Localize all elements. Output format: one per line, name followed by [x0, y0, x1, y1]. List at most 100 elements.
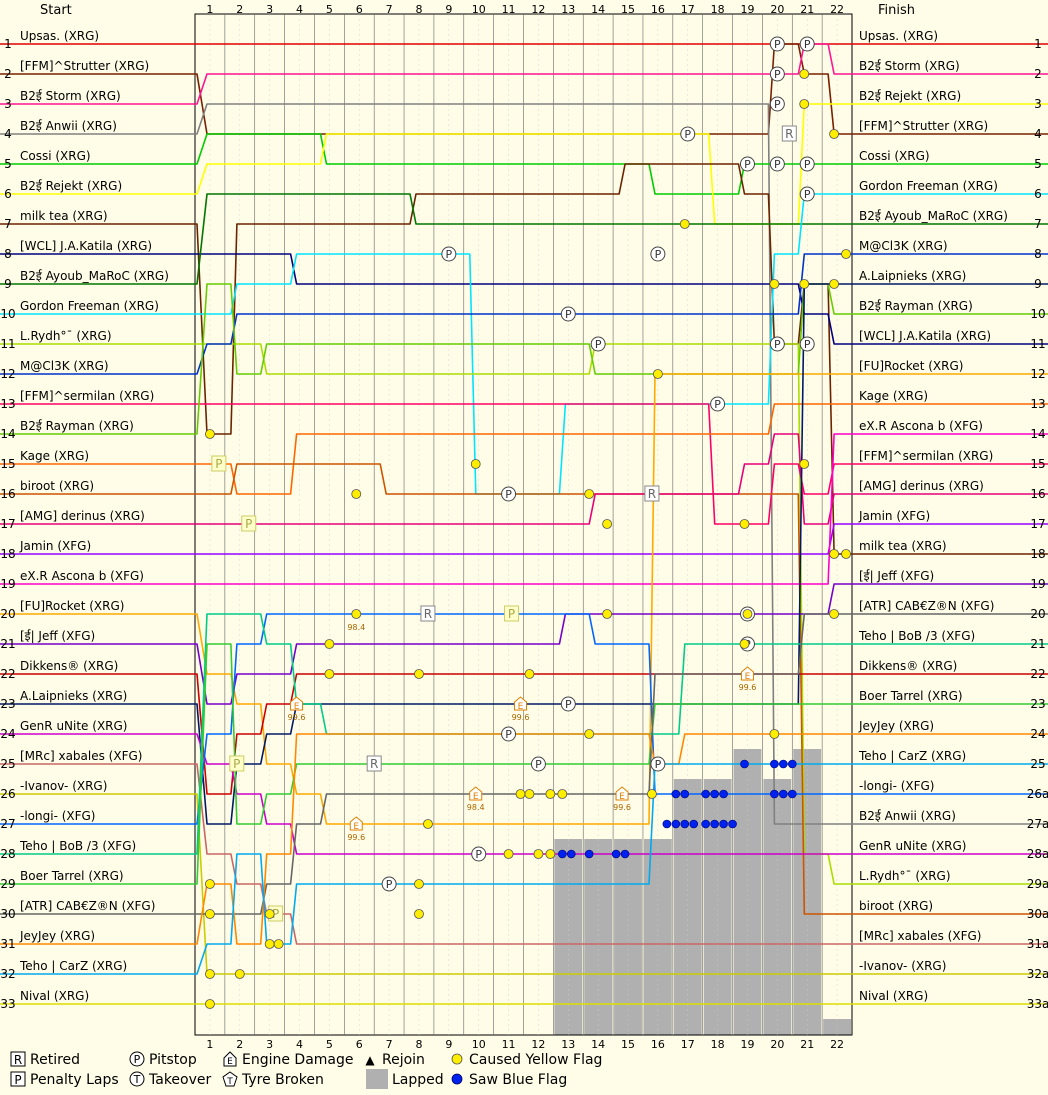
penalty-marker: P	[211, 455, 227, 472]
yellow-flag-dot	[829, 129, 839, 139]
pitstop-circle	[680, 126, 696, 142]
yellow-flag-dot	[273, 939, 284, 949]
start-driver-label: B2ई Rejekt (XRG)	[20, 179, 122, 193]
pitstop-symbol: P	[804, 158, 811, 171]
finish-position-number: 8	[1034, 247, 1042, 261]
start-position-number: 24	[0, 727, 15, 741]
start-driver-label: eX.R Ascona b (XFG)	[20, 569, 144, 583]
pitstop-symbol: P	[505, 488, 512, 501]
start-position-number: 28	[0, 847, 15, 861]
x-tick-bottom: 9	[445, 1038, 452, 1051]
finish-position-number: 16	[1030, 487, 1045, 501]
penalty-symbol: P	[215, 457, 222, 471]
finish-position-number: 15	[1030, 457, 1045, 471]
blue-flag-dot	[689, 819, 699, 829]
pitstop-symbol: P	[804, 338, 811, 351]
engine-shape	[740, 666, 754, 681]
x-tick-bottom: 11	[502, 1038, 516, 1051]
pitstop-symbol: P	[774, 338, 781, 351]
yellow-flag-dot	[234, 969, 245, 979]
pitstop-symbol: P	[475, 848, 482, 861]
pitstop-marker: P	[650, 756, 666, 772]
start-driver-label: Nival (XRG)	[20, 989, 89, 1003]
start-position-number: 7	[4, 217, 12, 231]
engine-marker: E	[615, 786, 629, 802]
series-line	[0, 613, 1048, 825]
start-driver-label: B2ई Storm (XRG)	[20, 89, 121, 103]
lapped-bar	[763, 779, 792, 1035]
yellow-flag-dot	[524, 789, 535, 799]
pitstop-marker: P	[799, 186, 815, 202]
x-tick-bottom: 1	[206, 1038, 213, 1051]
x-tick-top: 19	[740, 3, 754, 16]
lapped-bar	[554, 839, 583, 1035]
series-line	[0, 43, 1048, 105]
yellow-flag-dot	[652, 369, 663, 379]
start-driver-label: Cossi (XRG)	[20, 149, 91, 163]
pitstop-circle	[769, 66, 785, 82]
x-tick-bottom: 7	[386, 1038, 393, 1051]
retired-box	[644, 485, 660, 502]
pitstop-marker: P	[381, 876, 397, 892]
finish-driver-label: M@Cl3K (XRG)	[859, 239, 948, 253]
lapped-legend-swatch	[366, 1069, 388, 1089]
lapped-bar	[584, 839, 613, 1035]
finish-position-number: 17	[1030, 517, 1045, 531]
x-tick-top: 16	[651, 3, 665, 16]
yellow-flag-dot	[205, 999, 215, 1009]
event-value-label: 99.6	[613, 803, 631, 812]
start-position-number: 13	[0, 397, 15, 411]
penalty-box	[211, 455, 227, 472]
blue-flag-dot	[719, 789, 728, 799]
start-position-number: 30	[0, 907, 15, 921]
finish-position-number: 32a	[1027, 967, 1048, 981]
pitstop-marker: P	[560, 696, 576, 712]
yellow-flag-dot	[205, 429, 215, 439]
yellow-flag-dot	[351, 489, 362, 499]
pitstop-circle	[799, 156, 815, 172]
pitstop-circle	[739, 156, 755, 172]
pitstop-marker: P	[441, 246, 457, 262]
finish-position-number: 2	[1034, 67, 1042, 81]
pitstop-circle	[560, 306, 576, 322]
engine-shape	[349, 816, 363, 831]
pitstop-marker: P	[501, 486, 517, 502]
yellow-flag-dot	[829, 609, 839, 619]
yellow-flag-dot	[841, 249, 851, 259]
engine-marker: E	[349, 816, 363, 832]
yellow-flag-dot	[602, 519, 613, 529]
finish-driver-label: milk tea (XRG)	[859, 539, 947, 553]
finish-position-number: 11	[1030, 337, 1045, 351]
legend-label: Takeover	[148, 1072, 211, 1088]
finish-position-number: 9	[1034, 277, 1042, 291]
start-driver-label: Teho | BoB /3 (XFG)	[19, 839, 136, 853]
yellow-flag-dot	[515, 789, 526, 799]
lapped-bar	[733, 749, 762, 1035]
engine-marker: E	[290, 696, 304, 712]
pitstop-marker: P	[769, 336, 785, 352]
start-position-number: 15	[0, 457, 15, 471]
yellow-flag-legend-dot	[451, 1053, 463, 1065]
pitstop-circle	[769, 156, 785, 172]
yellow-flag-dot	[414, 909, 424, 919]
x-tick-top: 3	[266, 3, 273, 16]
event-value-label: 99.6	[347, 833, 365, 842]
legend-item: P Penalty Laps	[10, 1071, 119, 1088]
finish-position-number: 20	[1030, 607, 1045, 621]
blue-flag-dot	[566, 849, 576, 859]
legend-label: Saw Blue Flag	[469, 1072, 567, 1088]
start-position-number: 29	[0, 877, 15, 891]
series-line	[0, 343, 1048, 885]
start-driver-label: M@Cl3K (XRG)	[20, 359, 109, 373]
finish-position-number: 7	[1034, 217, 1042, 231]
yellow-flag-dot	[739, 639, 750, 649]
engine-legend-symbol: E	[227, 1057, 233, 1067]
finish-position-number: 5	[1034, 157, 1042, 171]
start-position-number: 17	[0, 517, 15, 531]
pitstop-circle	[441, 246, 457, 262]
series-line	[0, 763, 1048, 945]
retired-symbol: R	[370, 757, 378, 771]
x-tick-bottom: 15	[621, 1038, 635, 1051]
